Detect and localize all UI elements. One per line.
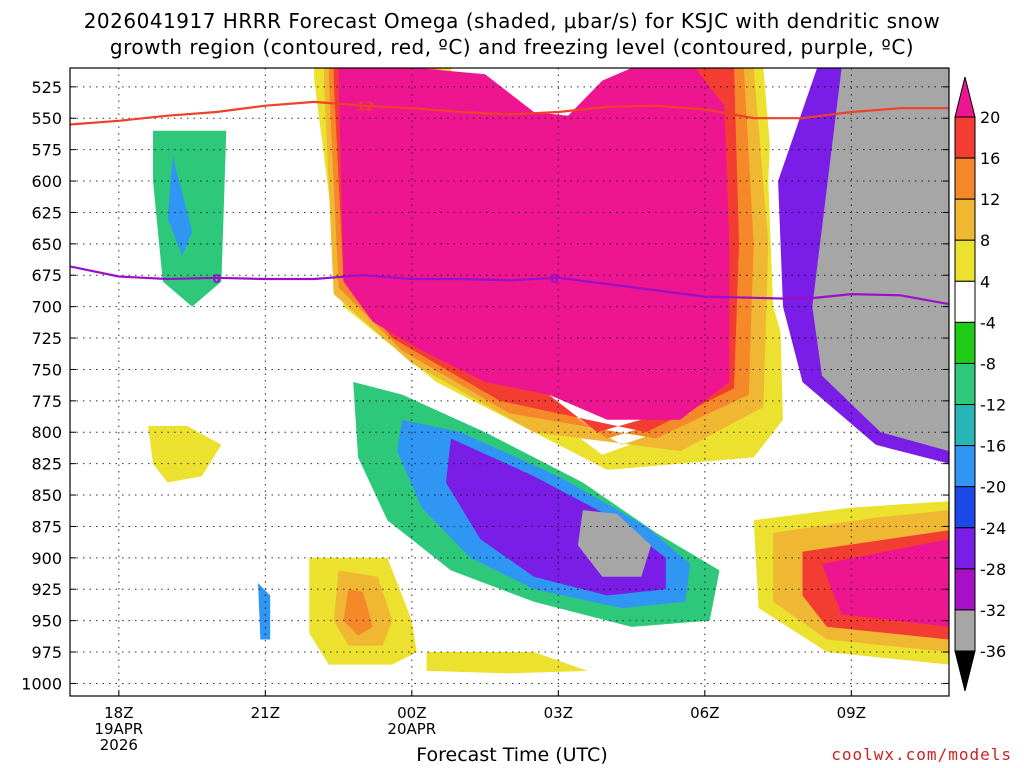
colorbar-label: -12 [980, 396, 1006, 415]
y-tick-label: 550 [31, 109, 62, 128]
y-tick-label: 950 [31, 612, 62, 631]
y-tick-label: 775 [31, 392, 62, 411]
contour-label: 0 [550, 272, 558, 286]
colorbar-label: -28 [980, 560, 1006, 579]
x-tick-label: 03Z [544, 704, 573, 722]
credit-text: coolwx.com/models [831, 745, 1012, 764]
colorbar: 20 16 12 8 4 -4 -8 -12 -16 -20 -24 -28 -32 -36 [954, 76, 1006, 692]
chart-title: 2026041917 HRRR Forecast Omega (shaded, … [0, 8, 1024, 60]
y-tick-label: 650 [31, 235, 62, 254]
omega-region-26 [343, 589, 373, 636]
omega-region-22 [426, 652, 588, 674]
colorbar-label: -4 [980, 313, 996, 332]
colorbar-segment [954, 609, 976, 652]
x-axis-label: Forecast Time (UTC) [416, 744, 608, 766]
temperature-contours: 12 0 0 [70, 100, 949, 306]
colorbar-segment [954, 445, 976, 488]
x-tick-label: 18Z [104, 704, 133, 722]
colorbar-segment [954, 116, 976, 159]
colorbar-segment [954, 527, 976, 570]
y-tick-label: 625 [31, 203, 62, 222]
colorbar-top-arrow [954, 76, 976, 118]
y-axis: 525 550 575 600 625 650 675 700 725 750 775 800 825 8… [21, 78, 949, 693]
colorbar-label: 16 [980, 149, 1000, 168]
omega-region-8 [231, 469, 295, 684]
contour-label: 0 [213, 272, 221, 286]
x-tick-label: 21Z [251, 704, 280, 722]
y-tick-label: 575 [31, 141, 62, 160]
x-tick-label: 19APR [94, 720, 143, 738]
colorbar-label: 12 [980, 190, 1000, 209]
omega-shading [89, 68, 949, 684]
chart-title-line-2: growth region (contoured, red, ºC) and f… [109, 35, 915, 59]
colorbar-segment [954, 198, 976, 241]
omega-region-4 [338, 68, 730, 420]
omega-region-14 [167, 155, 193, 257]
colorbar-bottom-arrow [954, 650, 976, 692]
x-tick-label: 2026 [100, 736, 138, 754]
omega-region-18 [577, 510, 652, 577]
colorbar-segment [954, 568, 976, 611]
y-tick-label: 850 [31, 486, 62, 505]
colorbar-label: -36 [980, 642, 1006, 661]
x-tick-label: 09Z [837, 704, 866, 722]
omega-region-15 [258, 583, 271, 640]
omega-region-19 [812, 68, 949, 452]
plot-frame [69, 67, 950, 697]
y-tick-label: 725 [31, 329, 62, 348]
x-tick-label: 06Z [690, 704, 719, 722]
y-tick-label: 600 [31, 172, 62, 191]
y-tick-label: 875 [31, 517, 62, 536]
chart-title-line-1: 2026041917 HRRR Forecast Omega (shaded, … [83, 9, 941, 33]
contour-line-1 [70, 265, 949, 306]
y-tick-label: 525 [31, 78, 62, 97]
contour-label: 12 [357, 100, 374, 114]
y-tick-label: 800 [31, 423, 62, 442]
colorbar-label: -20 [980, 478, 1006, 497]
omega-region-9 [89, 444, 129, 565]
omega-region-28 [822, 539, 949, 627]
colorbar-segment [954, 486, 976, 529]
colorbar-label: -8 [980, 354, 996, 373]
colorbar-segment [954, 157, 976, 200]
omega-region-10 [748, 457, 949, 489]
colorbar-label: 8 [980, 231, 990, 250]
y-tick-label: 825 [31, 455, 62, 474]
colorbar-label: 20 [980, 108, 1000, 127]
colorbar-segment [954, 280, 976, 323]
colorbar-label: -24 [980, 519, 1006, 538]
y-tick-label: 900 [31, 549, 62, 568]
y-tick-label: 975 [31, 643, 62, 662]
y-tick-label: 700 [31, 298, 62, 317]
y-tick-label: 925 [31, 580, 62, 599]
y-tick-label: 750 [31, 360, 62, 379]
colorbar-segment [954, 321, 976, 364]
colorbar-label: -32 [980, 601, 1006, 620]
colorbar-segment [954, 362, 976, 406]
colorbar-segment [954, 239, 976, 282]
colorbar-label: -16 [980, 437, 1006, 456]
x-tick-label: 00Z [397, 704, 426, 722]
colorbar-label: 4 [980, 272, 990, 291]
x-tick-label: 20APR [387, 720, 436, 738]
contour-line-0 [70, 100, 949, 126]
grid-lines [70, 68, 949, 696]
omega-region-20 [148, 426, 222, 483]
colorbar-segment [954, 404, 976, 447]
y-tick-label: 675 [31, 266, 62, 285]
y-tick-label: 1000 [21, 674, 62, 693]
